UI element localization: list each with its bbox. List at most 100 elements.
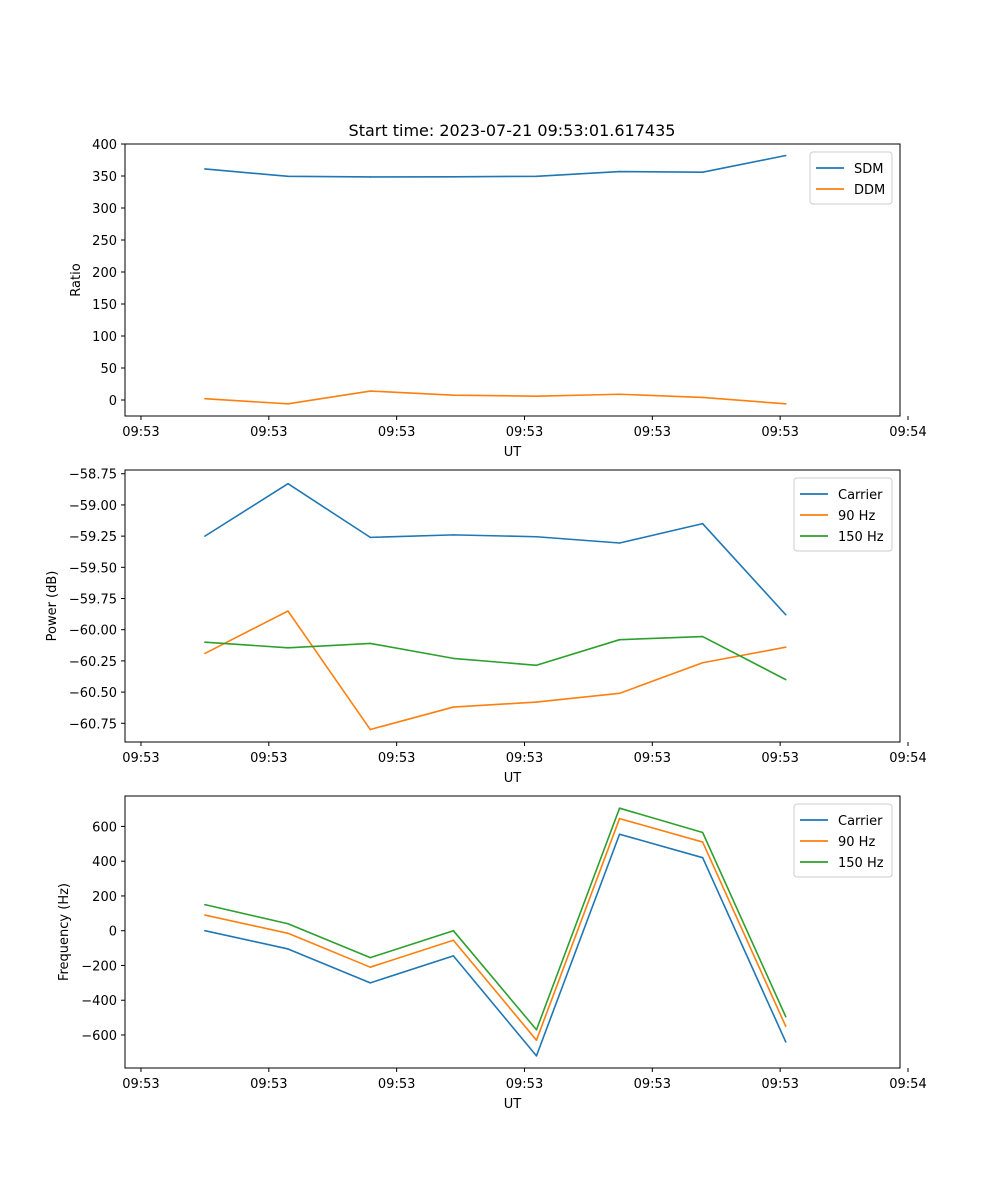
subplot-2: 09:53 09:53 09:53 09:53 09:53 09:53 09:54 −60.7… — [45, 468, 927, 786]
x-tick-label: 09:53 — [634, 751, 671, 766]
y-tick-label: −200 — [81, 959, 117, 974]
x-tick-label: 09:53 — [761, 751, 798, 766]
data-point — [452, 657, 455, 660]
x-tick-label: 09:53 — [506, 1077, 543, 1092]
data-point — [369, 536, 372, 539]
x-tick-label: 09:54 — [889, 425, 926, 440]
series-line-sdm — [204, 154, 786, 178]
axes-frame — [124, 143, 901, 417]
data-point — [535, 664, 538, 667]
data-point — [701, 396, 704, 399]
data-point — [287, 403, 289, 405]
data-point — [369, 966, 372, 968]
y-tick-label: −58.75 — [69, 468, 117, 483]
y-tick-label: 150 — [92, 298, 117, 313]
data-point — [701, 522, 704, 525]
series-line-carrier — [204, 833, 787, 1057]
data-point — [618, 833, 621, 836]
data-point — [369, 390, 372, 392]
data-point — [369, 982, 372, 984]
y-tick-label: −59.00 — [69, 499, 117, 514]
data-point — [701, 856, 704, 859]
data-point — [535, 1039, 538, 1041]
y-tick-label: −600 — [81, 1029, 117, 1044]
data-point — [287, 922, 289, 925]
x-tick-label: 09:53 — [506, 425, 543, 440]
legend-box — [793, 803, 893, 878]
y-tick-label: 0 — [109, 925, 117, 940]
y-tick-label: 0 — [109, 394, 117, 409]
data-point — [287, 646, 289, 649]
legend: Carrier 90 Hz 150 Hz — [793, 803, 893, 878]
data-point — [618, 170, 621, 173]
y-tick-label: 300 — [92, 202, 117, 217]
legend-box — [793, 477, 893, 552]
y-tick-label: −59.25 — [69, 530, 117, 545]
data-point — [452, 706, 455, 708]
y-tick-label: −400 — [81, 994, 117, 1009]
data-point — [535, 701, 538, 703]
data-point — [535, 1028, 538, 1031]
data-point — [701, 831, 704, 834]
figure-title: Start time: 2023-07-21 09:53:01.617435 — [349, 121, 676, 140]
series-line-150-hz — [204, 635, 787, 681]
series-line-ddm — [204, 390, 786, 405]
y-tick-label: 400 — [92, 138, 117, 153]
data-point — [204, 535, 206, 537]
data-point — [618, 638, 621, 641]
data-point — [204, 168, 206, 170]
data-point — [784, 154, 787, 157]
legend-label: 150 Hz — [838, 530, 884, 545]
legend-label: DDM — [854, 183, 885, 198]
data-point — [287, 482, 289, 485]
data-point — [369, 728, 372, 731]
legend: SDM DDM — [809, 151, 893, 205]
x-tick-label: 09:53 — [761, 1077, 798, 1092]
y-tick-label: 200 — [92, 266, 117, 281]
x-tick-label: 09:53 — [250, 1077, 287, 1092]
x-tick-label: 09:53 — [506, 751, 543, 766]
data-point — [784, 1025, 787, 1028]
data-point — [452, 534, 455, 536]
x-tick-label: 09:53 — [122, 1077, 159, 1092]
y-tick-label: 100 — [92, 330, 117, 345]
x-axis-label: UT — [504, 1097, 522, 1112]
series-line-90-hz — [204, 610, 786, 731]
legend-label: 90 Hz — [838, 835, 875, 850]
x-axis-label: UT — [504, 771, 522, 786]
data-point — [784, 1015, 787, 1018]
data-point — [701, 841, 704, 843]
series-line-90-hz — [204, 817, 787, 1041]
data-point — [535, 395, 538, 397]
axes-frame — [124, 795, 901, 1069]
data-point — [204, 641, 206, 643]
x-tick-label: 09:53 — [250, 751, 287, 766]
data-point — [784, 403, 787, 405]
x-axis-label: UT — [504, 445, 522, 460]
data-point — [452, 939, 455, 942]
data-point — [535, 1055, 538, 1057]
data-point — [452, 955, 455, 957]
data-point — [204, 903, 206, 906]
y-tick-label: −59.75 — [69, 593, 117, 608]
data-point — [784, 613, 787, 616]
legend-box — [809, 151, 893, 205]
x-tick-label: 09:54 — [889, 1077, 926, 1092]
data-point — [618, 817, 621, 820]
legend-label: Carrier — [838, 488, 883, 503]
y-tick-label: 250 — [92, 234, 117, 249]
legend-label: 90 Hz — [838, 509, 875, 524]
data-point — [618, 692, 621, 695]
data-point — [452, 929, 455, 932]
data-point — [287, 175, 289, 178]
y-tick-label: 350 — [92, 170, 117, 185]
data-point — [784, 678, 787, 681]
data-point — [369, 956, 372, 959]
x-tick-label: 09:53 — [250, 425, 287, 440]
axes-frame — [124, 469, 901, 743]
data-point — [784, 646, 787, 648]
x-tick-label: 09:54 — [889, 751, 926, 766]
legend-label: SDM — [854, 162, 883, 177]
y-tick-label: −60.00 — [69, 624, 117, 639]
